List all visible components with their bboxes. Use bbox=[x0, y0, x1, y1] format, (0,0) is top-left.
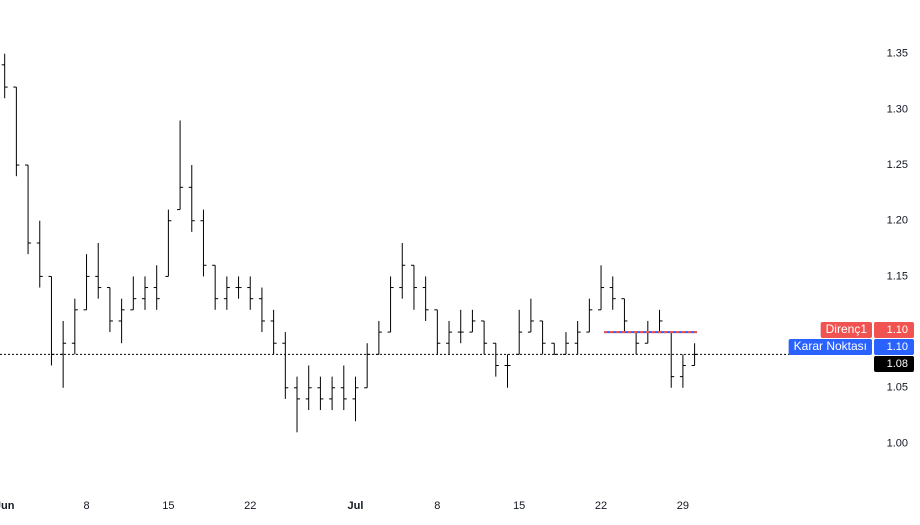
x-tick-label: Jun bbox=[0, 500, 15, 512]
level-name-bg bbox=[788, 339, 872, 355]
x-tick-label: 15 bbox=[162, 500, 174, 512]
y-tick-label: 1.00 bbox=[887, 437, 908, 449]
level-name: Direnç1 bbox=[826, 322, 868, 336]
x-tick-label: 8 bbox=[83, 500, 89, 512]
level-price: 1.10 bbox=[887, 324, 908, 336]
x-tick-label: 22 bbox=[595, 500, 607, 512]
x-tick-label: 22 bbox=[244, 500, 256, 512]
level-name-bg bbox=[820, 322, 872, 338]
x-tick-label: 15 bbox=[513, 500, 525, 512]
level-price: 1.10 bbox=[887, 341, 908, 353]
x-tick-label: 29 bbox=[677, 500, 689, 512]
y-tick-label: 1.05 bbox=[887, 382, 908, 394]
y-tick-label: 1.35 bbox=[887, 48, 908, 60]
level-name: Karar Noktası bbox=[794, 339, 867, 353]
last-price-bg bbox=[874, 356, 914, 372]
x-tick-label: Jul bbox=[348, 500, 364, 512]
y-tick-label: 1.15 bbox=[887, 270, 908, 282]
level-price-bg bbox=[874, 339, 914, 355]
level-price-bg bbox=[874, 322, 914, 338]
y-tick-label: 1.20 bbox=[887, 215, 908, 227]
y-tick-label: 1.30 bbox=[887, 103, 908, 115]
y-tick-label: 1.25 bbox=[887, 159, 908, 171]
last-price-label: 1.08 bbox=[887, 358, 908, 370]
x-tick-label: 8 bbox=[434, 500, 440, 512]
